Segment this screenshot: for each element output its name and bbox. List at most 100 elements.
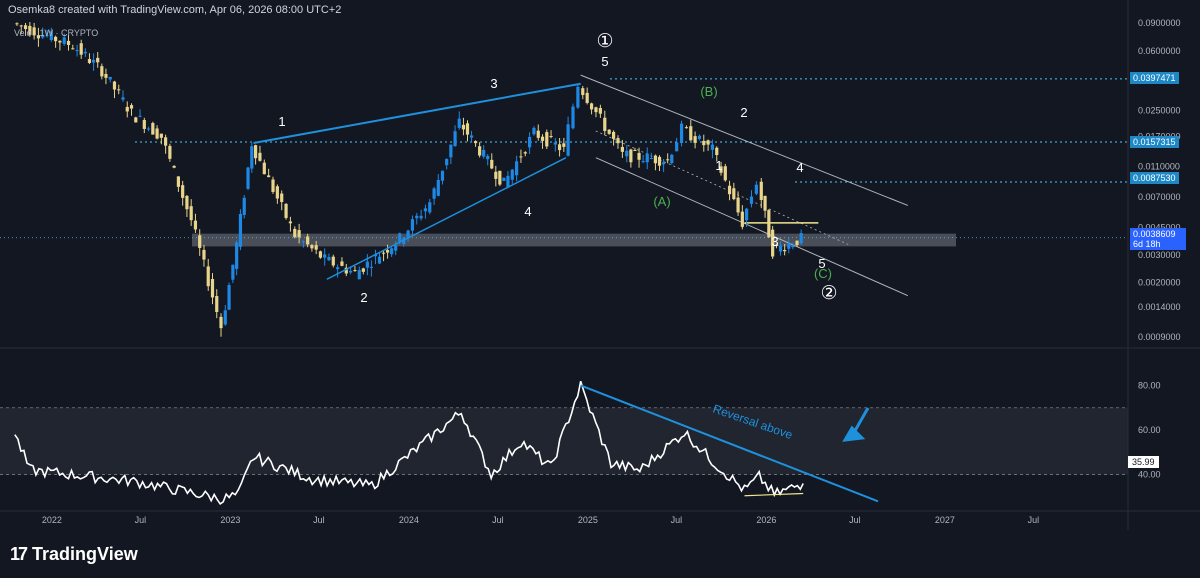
wave-a: (A)	[653, 194, 670, 209]
candle-body	[787, 243, 791, 249]
candle-body	[151, 123, 155, 135]
candle-body	[490, 159, 494, 169]
candle-body	[323, 254, 327, 258]
candle-body	[189, 206, 193, 221]
candle-body	[502, 177, 506, 181]
candle-body	[164, 137, 168, 146]
pane-background	[0, 0, 1128, 578]
candle-body	[254, 145, 258, 159]
candle-body	[318, 251, 323, 258]
candle-body	[478, 146, 482, 156]
candle-body	[45, 35, 49, 37]
oscillator-zone	[0, 407, 1128, 475]
time-label-5: Jul	[492, 515, 504, 525]
candle-body	[361, 268, 365, 272]
symbol-legend[interactable]: Velo · 1W · CRYPTO	[14, 28, 99, 38]
candle-body	[706, 140, 710, 145]
candle-body	[465, 123, 470, 135]
candle-body	[75, 50, 79, 52]
candle-body	[727, 185, 732, 195]
candle-body	[653, 155, 658, 164]
candle-body	[666, 159, 670, 161]
candle-body	[486, 155, 490, 160]
candle-body	[246, 167, 250, 189]
tradingview-logo-icon: 17	[10, 544, 28, 564]
candle-body	[36, 35, 41, 39]
candle-body	[710, 144, 715, 150]
candle-body	[754, 184, 758, 194]
candle-body	[394, 244, 398, 251]
candle-body	[611, 131, 616, 139]
candle-body	[28, 25, 32, 35]
candle-body	[227, 285, 231, 310]
candle-body	[198, 235, 202, 248]
candle-body	[641, 161, 645, 163]
candle-body	[693, 136, 697, 143]
candle-body	[267, 175, 271, 178]
degree-1: ①	[596, 31, 613, 52]
osc-tick-2: 40.00	[1138, 470, 1161, 480]
candle-body	[365, 261, 369, 268]
candle-body	[306, 236, 310, 245]
price-tick-0: 0.0900000	[1138, 18, 1181, 28]
candle-body	[473, 141, 478, 144]
candle-body	[553, 142, 557, 145]
wave-4: 4	[524, 204, 531, 219]
candle-body	[357, 270, 361, 280]
candle-body	[301, 241, 305, 243]
candle-body	[661, 162, 666, 165]
candle-body	[629, 149, 633, 163]
candle-body	[15, 23, 19, 25]
candle-body	[528, 136, 532, 148]
current-price-value: 0.0038609	[1133, 229, 1176, 239]
time-label-1: Jul	[135, 515, 147, 525]
candle-body	[96, 57, 100, 63]
candle-body	[445, 158, 449, 166]
candle-body	[440, 170, 445, 181]
osc-tick-0: 80.00	[1138, 380, 1161, 390]
candle-body	[649, 158, 653, 160]
candle-body	[129, 105, 134, 109]
current-price-badge: 0.0038609 6d 18h	[1130, 228, 1186, 250]
price-tick-8: 0.0020000	[1138, 278, 1181, 288]
candle-body	[159, 133, 163, 138]
time-label-10: 2027	[935, 515, 955, 525]
candle-body	[428, 202, 432, 213]
candle-body	[594, 107, 598, 113]
candle-body	[340, 261, 344, 266]
candle-body	[679, 123, 684, 144]
tradingview-logo[interactable]: 17 TradingView	[10, 544, 138, 565]
time-label-11: Jul	[1028, 515, 1040, 525]
candle-body	[385, 250, 390, 253]
price-tick-7: 0.0030000	[1138, 250, 1181, 260]
time-label-9: Jul	[849, 515, 861, 525]
candle-body	[242, 197, 246, 215]
wedge-lower	[326, 157, 567, 280]
candle-body	[498, 170, 502, 185]
candle-body	[231, 264, 235, 280]
candle-body	[146, 128, 151, 130]
candle-body	[19, 25, 23, 27]
price-tick-2: 0.0250000	[1138, 105, 1181, 115]
candle-body	[419, 215, 423, 219]
candle-body	[398, 233, 402, 242]
candle-body	[83, 51, 87, 54]
candle-body	[603, 117, 607, 131]
oscillator-trendline	[580, 384, 879, 503]
candle-body	[293, 228, 297, 238]
candle-body	[87, 59, 92, 63]
candle-body	[262, 162, 266, 175]
candle-body	[506, 175, 510, 188]
wave-c: (C)	[814, 266, 832, 281]
candle-body	[138, 115, 142, 117]
candle-body	[423, 208, 428, 212]
candle-body	[523, 152, 527, 154]
candle-body	[314, 245, 318, 250]
candle-body	[219, 316, 223, 329]
time-label-3: Jul	[313, 515, 325, 525]
time-label-7: Jul	[671, 515, 683, 525]
candle-body	[344, 267, 348, 274]
candle-body	[168, 145, 172, 159]
sub-3: 3	[771, 234, 778, 249]
